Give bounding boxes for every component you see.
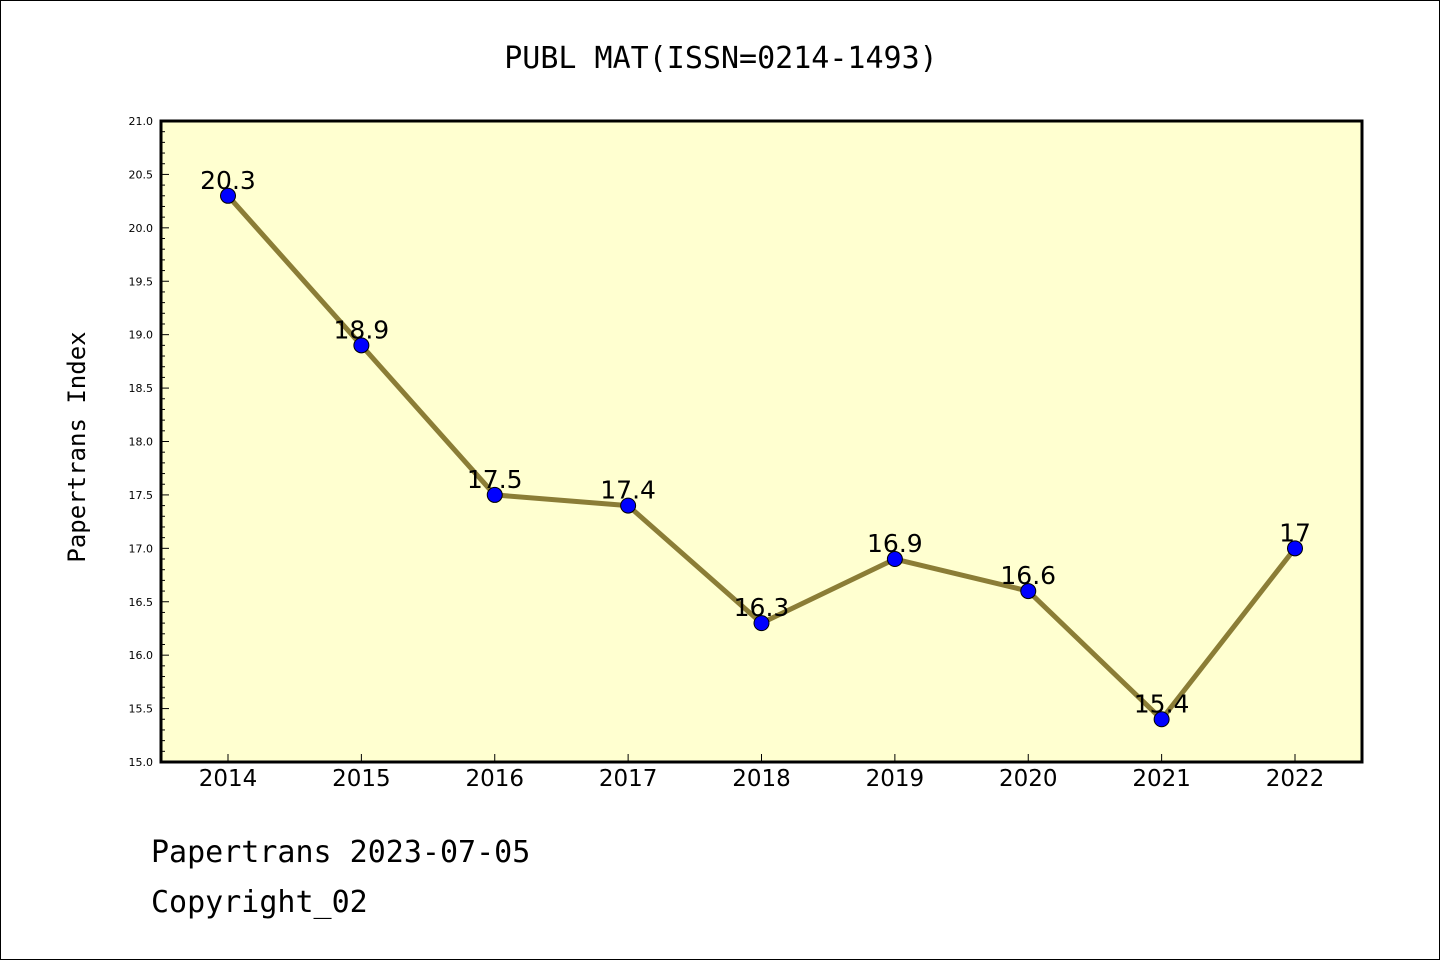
y-tick-label: 18.5 <box>129 382 154 395</box>
chart-title: PUBL MAT(ISSN=0214-1493) <box>504 41 937 76</box>
y-tick-label: 19.0 <box>129 329 154 342</box>
data-label: 17.5 <box>467 465 523 494</box>
data-point <box>886 551 903 568</box>
y-tick-label: 17.0 <box>129 542 154 555</box>
y-axis: 15.0 15.5 16.0 16.5 17.0 17.5 18.0 18.5 19.0 19.5… <box>129 115 169 769</box>
x-axis: 2014 2015 2016 2017 2018 2019 2020 2021 2022 <box>199 754 1325 792</box>
x-tick-label: 2021 <box>1132 766 1191 792</box>
data-label: 16.6 <box>1000 561 1056 590</box>
data-point <box>353 337 370 354</box>
data-point <box>486 486 503 503</box>
data-label: 17 <box>1279 518 1311 547</box>
y-tick-label: 20.0 <box>129 222 154 235</box>
data-labels: 20.3 18.9 17.5 17.4 16.3 16.9 16.6 15.4 17 <box>200 166 1311 718</box>
x-tick-label: 2016 <box>465 766 524 792</box>
plot-area <box>159 119 1364 764</box>
y-axis-label: Papertrans Index <box>63 331 91 562</box>
y-tick-label: 20.5 <box>129 168 154 181</box>
y-tick-label: 17.5 <box>129 489 154 502</box>
data-label: 15.4 <box>1134 689 1190 718</box>
y-tick-label: 16.5 <box>129 596 154 609</box>
y-tick-label: 15.0 <box>129 756 154 769</box>
y-tick-label: 19.5 <box>129 275 154 288</box>
series-group <box>220 187 1303 728</box>
x-tick-label: 2020 <box>999 766 1058 792</box>
y-tick-label: 15.5 <box>129 703 154 716</box>
x-tick-label: 2017 <box>599 766 658 792</box>
x-tick-label: 2018 <box>732 766 791 792</box>
data-point <box>753 615 770 632</box>
footer-copyright: Copyright_02 <box>151 885 368 920</box>
data-point <box>1153 711 1170 728</box>
data-point <box>1020 583 1037 600</box>
data-label: 16.9 <box>867 529 923 558</box>
data-label: 16.3 <box>734 593 790 622</box>
data-label: 20.3 <box>200 166 256 195</box>
data-label: 17.4 <box>600 476 656 505</box>
data-point <box>620 497 637 514</box>
x-tick-label: 2022 <box>1266 766 1325 792</box>
data-point <box>1287 540 1303 557</box>
x-tick-label: 2014 <box>199 766 258 792</box>
x-tick-label: 2015 <box>332 766 391 792</box>
data-label: 18.9 <box>334 315 390 344</box>
y-tick-label: 21.0 <box>129 115 154 128</box>
y-tick-label: 18.0 <box>129 436 154 449</box>
data-point <box>220 187 236 204</box>
y-tick-label: 16.0 <box>129 649 154 662</box>
footer-date: Papertrans 2023-07-05 <box>151 835 531 870</box>
x-tick-label: 2019 <box>866 766 925 792</box>
